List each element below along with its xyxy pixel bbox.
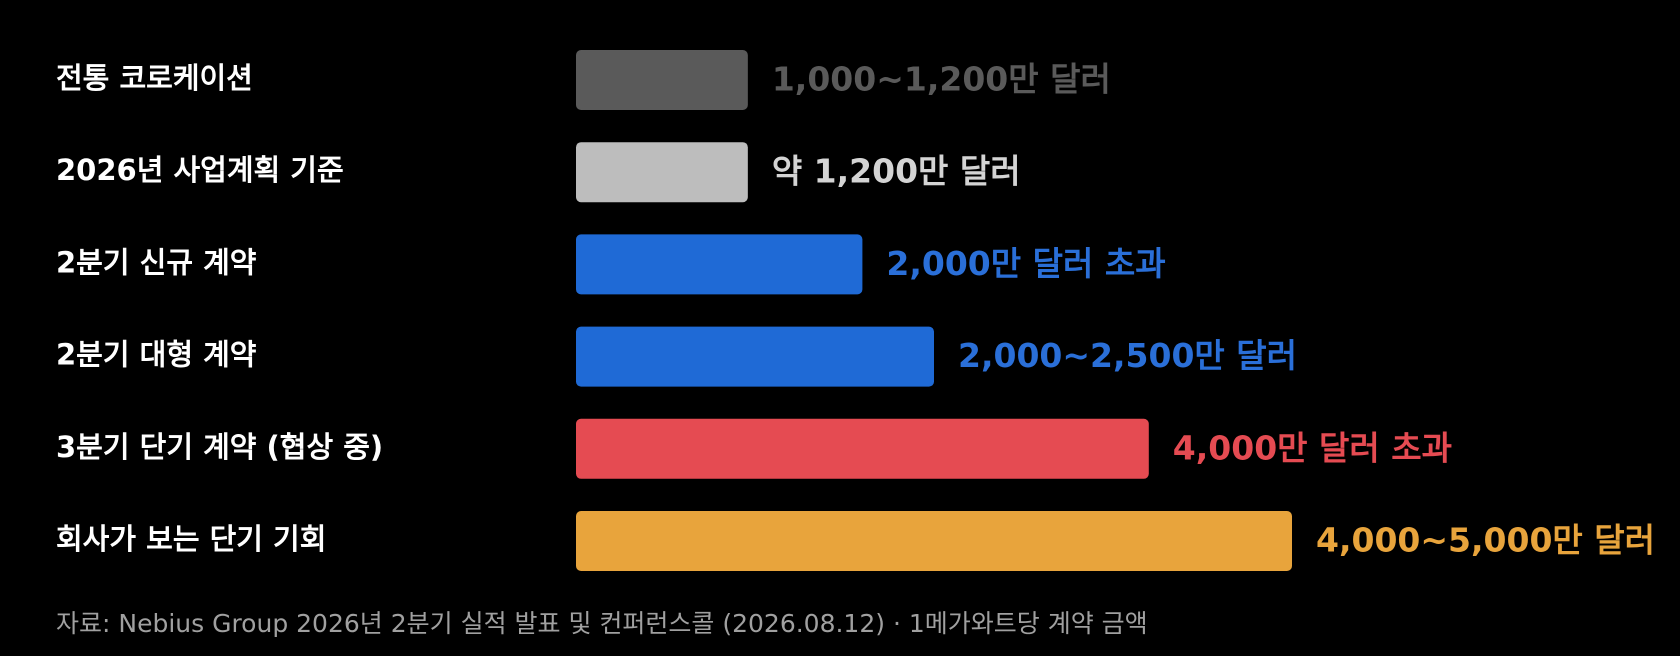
- bar: [576, 50, 748, 110]
- value-label: 1,000~1,200만 달러: [772, 60, 1111, 99]
- value-label: 4,000만 달러 초과: [1173, 428, 1452, 467]
- category-label: 2분기 신규 계약: [56, 245, 257, 279]
- category-label: 전통 코로케이션: [56, 61, 253, 95]
- bar: [576, 511, 1292, 571]
- category-label: 2분기 대형 계약: [56, 338, 257, 372]
- bar: [576, 326, 934, 387]
- category-label: 2026년 사업계획 기준: [56, 153, 344, 187]
- value-label: 2,000만 달러 초과: [886, 244, 1165, 283]
- category-label: 3분기 단기 계약 (협상 중): [56, 430, 383, 464]
- bar: [576, 234, 863, 295]
- bar: [576, 142, 748, 203]
- value-label: 4,000~5,000만 달러: [1316, 521, 1655, 560]
- bar: [576, 418, 1149, 479]
- value-label: 2,000~2,500만 달러: [958, 336, 1297, 375]
- source-note: 자료: Nebius Group 2026년 2분기 실적 발표 및 컨퍼런스콜…: [56, 609, 1148, 638]
- category-label: 회사가 보는 단기 기회: [56, 522, 326, 556]
- value-label: 약 1,200만 달러: [772, 152, 1021, 191]
